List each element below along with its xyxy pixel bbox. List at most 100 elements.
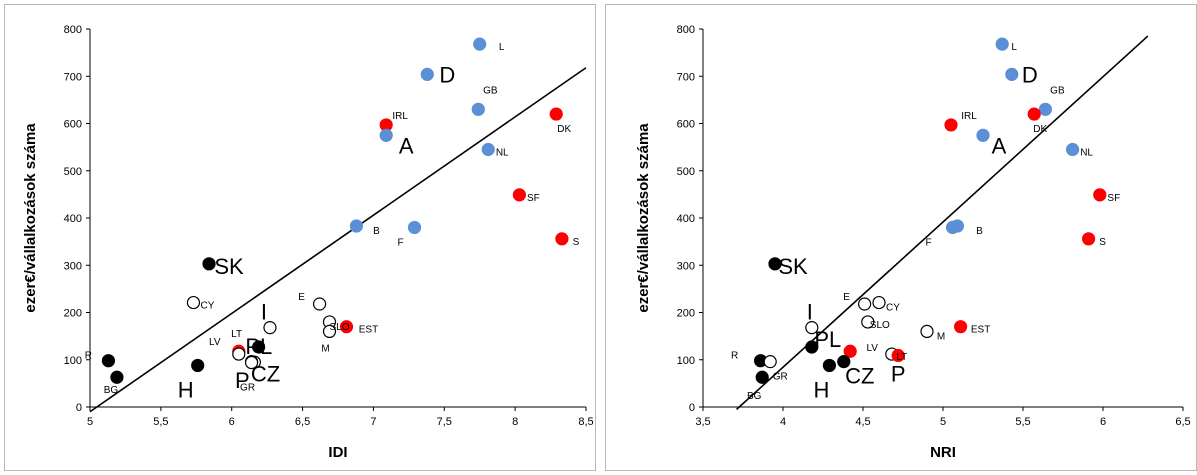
data-point-sf (512, 188, 526, 202)
data-point-f (946, 220, 960, 235)
point-label-p: P (235, 368, 250, 393)
point-label-bg: BG (104, 385, 119, 396)
data-point-lt (252, 340, 266, 354)
y-tick-label: 300 (677, 260, 695, 272)
point-label-a: A (992, 133, 1007, 158)
data-point-gr (244, 355, 259, 370)
x-tick-label: 7 (370, 416, 376, 428)
point-label-e: E (843, 292, 850, 303)
data-point-nl (1066, 142, 1080, 157)
point-label-i: I (807, 300, 813, 325)
x-tick-label: 5 (87, 416, 93, 428)
data-point-pl (805, 340, 819, 354)
y-tick-label: 700 (64, 71, 82, 83)
x-tick-label: 4,5 (855, 416, 870, 428)
point-label-lv: LV (866, 343, 878, 354)
y-axis-title: ezer€/vállalkozások száma (635, 123, 652, 313)
point-label-nl: NL (1080, 147, 1093, 158)
data-point-dk (549, 107, 563, 121)
point-label-bg: BG (747, 391, 762, 402)
point-label-irl: IRL (392, 111, 408, 122)
y-tick-label: 500 (64, 166, 82, 178)
data-point-r (101, 354, 116, 368)
data-point-sk (202, 257, 216, 271)
data-point-m (322, 324, 337, 338)
point-label-sk: SK (778, 254, 808, 279)
data-point-i (263, 321, 277, 335)
point-label-cy: CY (886, 303, 900, 314)
data-point-pl (232, 347, 246, 361)
point-label-m: M (937, 331, 945, 342)
point-label-dk: DK (557, 124, 571, 135)
point-label-d: D (439, 62, 455, 87)
point-label-pl: PL (245, 334, 272, 359)
point-label-slo: SLO (329, 322, 349, 333)
data-point-i (805, 321, 819, 335)
point-label-est: EST (971, 325, 990, 336)
data-point-b (349, 219, 364, 233)
data-point-d (1005, 67, 1019, 81)
data-point-a (379, 128, 393, 142)
data-point-cy (186, 295, 201, 310)
data-point-irl (944, 118, 958, 132)
point-label-h: H (813, 377, 829, 402)
x-tick-label: 4 (780, 416, 786, 428)
point-label-l: L (499, 42, 505, 53)
x-tick-label: 8 (512, 416, 518, 428)
point-label-e: E (298, 292, 305, 303)
nri-chart-panel: 0 100 200 300 400 500 600 700 800 3,5 4 4,5 5 5,5 6 6,5… (605, 4, 1197, 471)
point-label-b: B (373, 226, 380, 237)
point-label-pl: PL (814, 327, 841, 352)
y-tick-label: 200 (64, 308, 82, 320)
y-tick-label: 0 (689, 402, 695, 414)
point-label-gb: GB (1050, 85, 1065, 96)
y-tick-label: 300 (64, 260, 82, 272)
data-point-lv (843, 344, 857, 358)
data-point-bg (110, 370, 124, 384)
data-point-cy (872, 295, 886, 310)
data-point-f (407, 220, 422, 235)
x-tick-label: 6 (229, 416, 235, 428)
point-label-r: R (85, 351, 92, 362)
idi-scatter-chart: 0 100 200 300 400 500 600 700 800 5 5,5 6 6,5 7 7,5 8 8,… (22, 24, 594, 461)
y-tick-label: 600 (64, 119, 82, 131)
y-tick-label: 500 (677, 166, 695, 178)
point-label-sf: SF (527, 193, 540, 204)
data-point-e (312, 297, 327, 311)
data-point-l (995, 37, 1009, 51)
x-tick-label: 7,5 (437, 416, 452, 428)
x-tick-label: 6 (1100, 416, 1106, 428)
data-point-sk (768, 257, 782, 271)
point-label-est: EST (359, 325, 378, 336)
trend-line (89, 67, 587, 413)
x-tick-label: 6,5 (1175, 416, 1190, 428)
x-axis-title: NRI (930, 444, 956, 461)
y-tick-label: 100 (677, 355, 695, 367)
data-point-cz (837, 355, 851, 369)
data-point-a (976, 128, 990, 142)
point-label-p: P (891, 361, 906, 386)
point-label-gb: GB (483, 85, 498, 96)
point-label-l: L (1011, 42, 1017, 53)
point-label-nl: NL (496, 147, 509, 158)
point-label-irl: IRL (961, 111, 977, 122)
data-point-gb (471, 102, 485, 116)
data-point-gb (1038, 102, 1052, 116)
data-point-e (858, 297, 872, 311)
point-label-d: D (1022, 62, 1038, 87)
point-label-sf: SF (1107, 193, 1120, 204)
data-point-nl (481, 142, 495, 157)
point-label-b: B (976, 226, 983, 237)
point-label-sk: SK (214, 254, 244, 279)
nri-scatter-chart: 0 100 200 300 400 500 600 700 800 3,5 4 4,5 5 5,5 6 6,5… (635, 24, 1191, 461)
y-tick-label: 800 (677, 24, 695, 36)
data-point-gr (763, 355, 777, 369)
point-label-i: I (261, 300, 267, 325)
data-point-d (420, 67, 434, 81)
data-point-est (339, 320, 354, 334)
y-tick-label: 100 (64, 355, 82, 367)
x-tick-label: 8,5 (578, 416, 593, 428)
data-point-dk (1027, 107, 1041, 121)
data-point-s (1082, 232, 1096, 246)
data-point-p (891, 348, 905, 363)
